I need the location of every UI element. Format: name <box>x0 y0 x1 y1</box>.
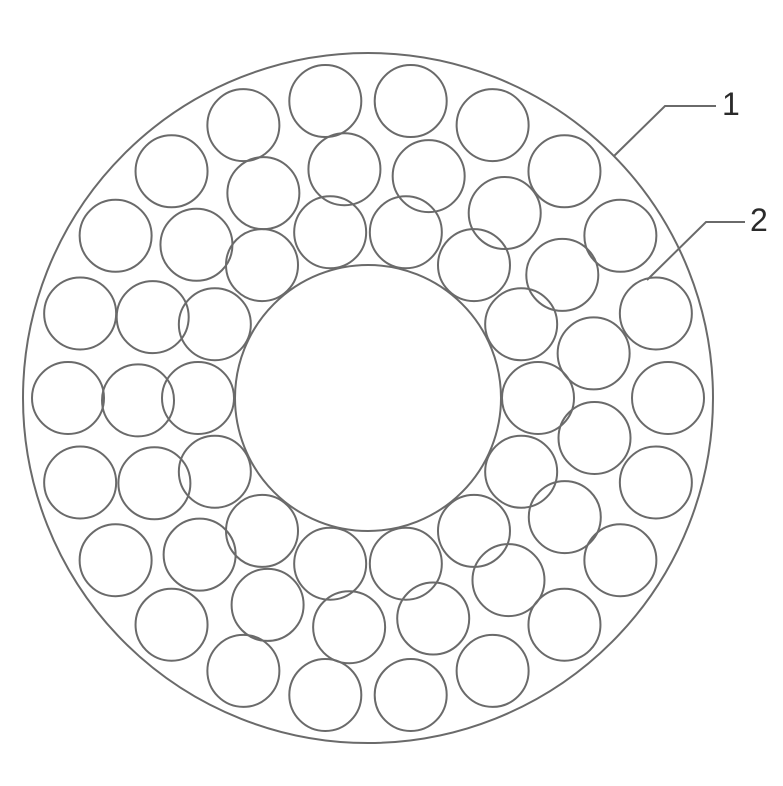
callout-label: 2 <box>750 202 768 238</box>
ring-disc-diagram: 12 <box>0 0 783 786</box>
callout-label: 1 <box>722 86 740 122</box>
canvas-bg <box>0 0 783 786</box>
